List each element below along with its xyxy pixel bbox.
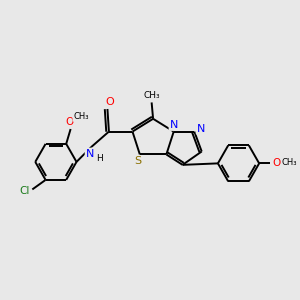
- Text: CH₃: CH₃: [143, 92, 160, 100]
- Text: O: O: [65, 118, 73, 128]
- Text: H: H: [96, 154, 103, 164]
- Text: O: O: [105, 98, 114, 107]
- Text: N: N: [85, 148, 94, 159]
- Text: CH₃: CH₃: [282, 158, 297, 167]
- Text: CH₃: CH₃: [73, 112, 89, 121]
- Text: Cl: Cl: [19, 186, 29, 196]
- Text: N: N: [169, 120, 178, 130]
- Text: S: S: [134, 156, 141, 166]
- Text: O: O: [273, 158, 281, 168]
- Text: N: N: [196, 124, 205, 134]
